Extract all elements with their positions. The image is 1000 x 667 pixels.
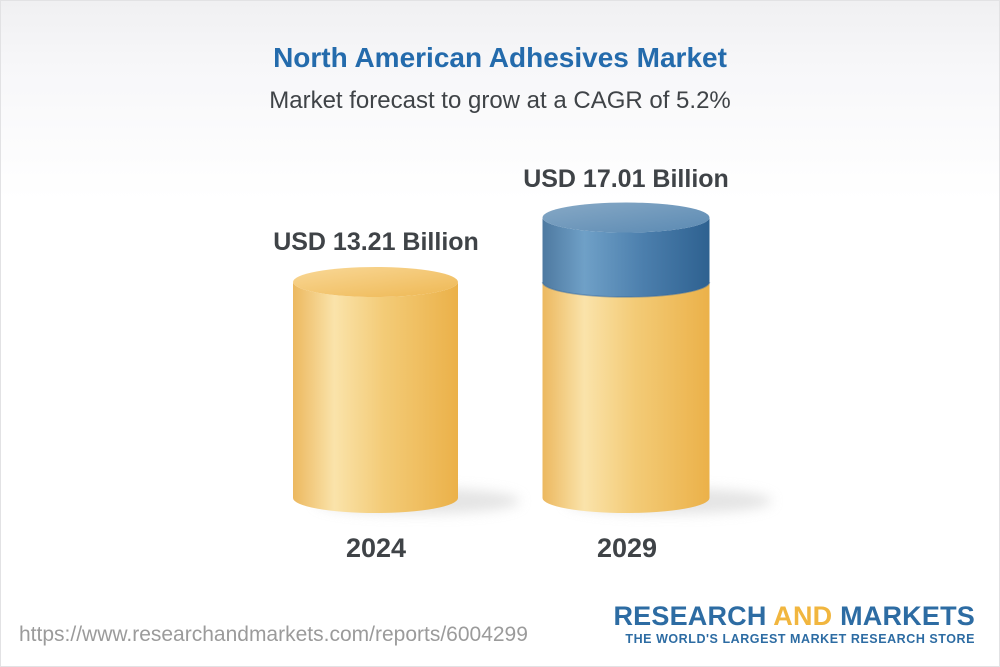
logo-word-research: RESEARCH: [613, 601, 767, 631]
logo-wordmark: RESEARCH AND MARKETS: [613, 602, 975, 630]
value-label-2029: USD 17.01 Billion: [523, 165, 729, 193]
logo-tagline: THE WORLD'S LARGEST MARKET RESEARCH STOR…: [625, 632, 975, 646]
bar-2024-top: [293, 267, 458, 297]
bar-2029-growth-band: [542, 217, 710, 297]
value-label-2024: USD 13.21 Billion: [273, 228, 479, 256]
category-label-2029: 2029: [596, 533, 658, 563]
bar-2029-growth-top: [542, 202, 710, 233]
bar-2024-body: [293, 282, 458, 513]
research-and-markets-logo: RESEARCH AND MARKETS THE WORLD'S LARGEST…: [613, 602, 975, 646]
logo-word-markets: MARKETS: [840, 601, 975, 631]
chart-subtitle: Market forecast to grow at a CAGR of 5.2…: [269, 87, 731, 114]
logo-word-and: AND: [773, 601, 833, 631]
category-label-2024: 2024: [345, 533, 407, 563]
report-url-link[interactable]: https://www.researchandmarkets.com/repor…: [19, 623, 528, 646]
chart-title: North American Adhesives Market: [273, 42, 727, 73]
bar-2029-base-body: [542, 282, 710, 513]
bar-2029-growth-band-rim: [541, 281, 711, 298]
